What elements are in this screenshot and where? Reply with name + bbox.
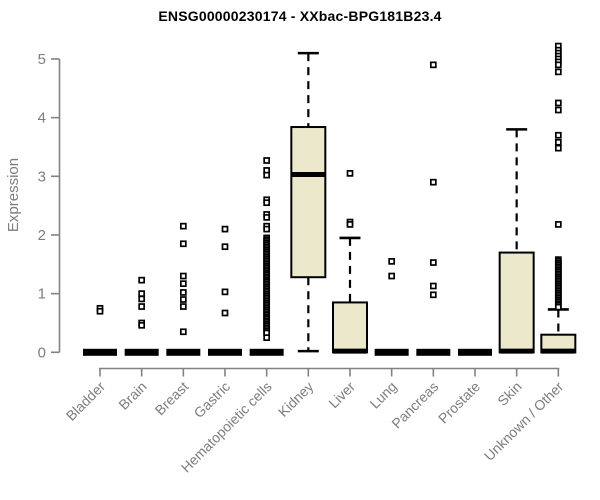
- outlier-point: [554, 303, 562, 311]
- outlier-point: [138, 303, 146, 310]
- outlier-point: [554, 131, 562, 139]
- outlier-point: [388, 258, 396, 265]
- outlier-point: [221, 309, 229, 317]
- outlier-point: [138, 295, 146, 303]
- outlier-point: [263, 199, 271, 207]
- outlier-point: [179, 289, 187, 296]
- x-tick-label-brain: Brain: [115, 378, 149, 412]
- outlier-point: [429, 178, 437, 186]
- outlier-point: [138, 321, 146, 329]
- outlier-point: [221, 243, 229, 251]
- outlier-point: [429, 291, 437, 299]
- outlier-point: [554, 99, 562, 107]
- outlier-point: [346, 221, 354, 228]
- x-tick-label-unknown-other: Unknown / Other: [481, 378, 567, 464]
- y-tick-label: 0: [38, 344, 46, 361]
- outlier-point: [179, 296, 187, 303]
- flat-box-hematopoietic-cells: [249, 348, 284, 356]
- flat-box-prostate: [457, 348, 492, 356]
- outlier-point: [179, 328, 187, 336]
- x-tick-label-prostate: Prostate: [435, 378, 483, 426]
- outlier-point: [179, 240, 187, 248]
- flat-box-pancreas: [416, 348, 451, 356]
- outlier-point: [429, 282, 437, 290]
- outlier-point: [346, 170, 354, 177]
- outlier-point: [96, 307, 104, 315]
- flat-box-bladder: [83, 348, 117, 356]
- outlier-point: [263, 225, 271, 233]
- outlier-point: [388, 272, 396, 280]
- outlier-point: [263, 214, 271, 221]
- outlier-point: [179, 303, 187, 310]
- outlier-point: [263, 157, 271, 164]
- flat-box-breast: [166, 348, 201, 356]
- outlier-point: [179, 280, 187, 288]
- x-tick-label-skin: Skin: [494, 378, 525, 409]
- flat-box-gastric: [207, 348, 242, 356]
- outlier-point: [429, 259, 437, 266]
- x-tick-label-breast: Breast: [152, 378, 192, 418]
- box-skin: [498, 251, 535, 354]
- outlier-point: [554, 138, 562, 146]
- outlier-point: [429, 61, 437, 69]
- outlier-point: [554, 68, 562, 76]
- outlier-point: [179, 272, 187, 280]
- outlier-point: [263, 171, 271, 179]
- outlier-point: [554, 61, 562, 69]
- outlier-point: [138, 290, 146, 297]
- outlier-point: [138, 276, 146, 284]
- y-tick-label: 3: [38, 168, 46, 185]
- y-tick-label: 1: [38, 286, 46, 303]
- x-tick-label-bladder: Bladder: [63, 378, 109, 424]
- y-tick-label: 5: [38, 51, 46, 68]
- x-tick-label-kidney: Kidney: [275, 378, 317, 420]
- outlier-point: [179, 222, 187, 230]
- outlier-point: [554, 221, 562, 228]
- x-tick-label-liver: Liver: [325, 378, 358, 411]
- chart-title: ENSG00000230174 - XXbac-BPG181B23.4: [158, 8, 442, 24]
- outlier-point: [554, 144, 562, 152]
- outlier-point: [221, 225, 229, 233]
- flat-box-brain: [124, 348, 159, 356]
- x-tick-label-lung: Lung: [366, 378, 399, 411]
- outlier-point: [554, 106, 562, 114]
- box-kidney: [290, 126, 327, 279]
- box-liver: [331, 301, 368, 354]
- y-tick-label: 2: [38, 227, 46, 244]
- y-tick-label: 4: [38, 110, 46, 127]
- flat-box-lung: [374, 348, 409, 356]
- outlier-point: [221, 288, 229, 296]
- outlier-point: [263, 334, 271, 341]
